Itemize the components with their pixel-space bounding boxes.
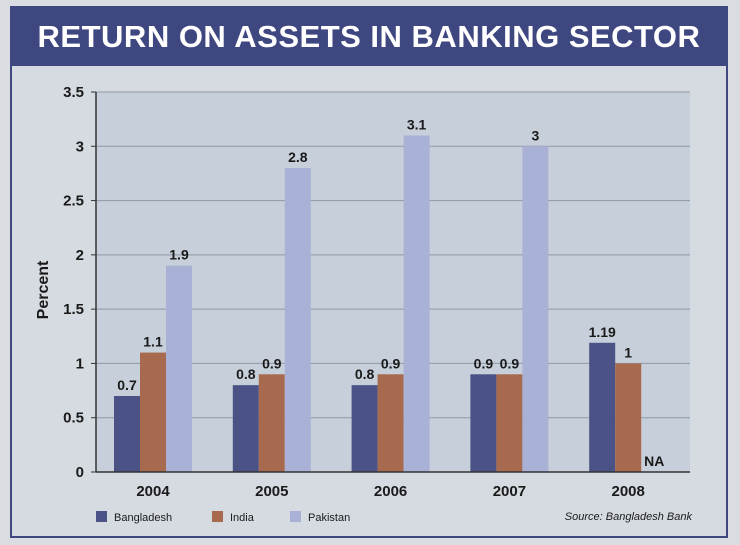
data-label: 1 <box>624 344 632 360</box>
bar-pakistan-2005 <box>284 168 311 472</box>
y-tick-label: 2 <box>76 247 84 264</box>
data-label: 0.8 <box>236 366 256 382</box>
bar-bangladesh-2008 <box>589 342 616 472</box>
data-label: 0.7 <box>117 377 137 393</box>
x-tick-label: 2004 <box>136 483 170 500</box>
data-label: 3 <box>532 127 540 143</box>
bar-bangladesh-2007 <box>470 374 497 472</box>
chart-title: RETURN ON ASSETS IN BANKING SECTOR <box>37 19 701 54</box>
bar-bangladesh-2005 <box>232 385 259 472</box>
data-label: 0.9 <box>381 355 401 371</box>
y-tick-label: 1 <box>76 355 84 372</box>
y-tick-label: 3 <box>76 138 84 155</box>
data-label: 1.19 <box>589 324 616 340</box>
y-tick-label: 3.5 <box>63 84 84 101</box>
data-label: 0.8 <box>355 366 375 382</box>
legend-swatch-pakistan <box>290 511 301 522</box>
bar-india-2006 <box>377 374 404 472</box>
legend-label-bangladesh: Bangladesh <box>114 512 172 524</box>
x-tick-label: 2005 <box>255 483 288 500</box>
bar-india-2007 <box>496 374 523 472</box>
data-label: 0.9 <box>262 355 282 371</box>
bar-bangladesh-2006 <box>351 385 378 472</box>
x-tick-label: 2007 <box>493 483 526 500</box>
y-tick-label: 0.5 <box>63 410 84 427</box>
y-tick-label: 1.5 <box>63 301 84 318</box>
legend-label-pakistan: Pakistan <box>308 512 350 524</box>
bar-pakistan-2006 <box>403 135 430 472</box>
bar-pakistan-2004 <box>166 265 192 472</box>
y-tick-label: 2.5 <box>63 193 84 210</box>
data-labels: 0.7 1.1 1.9 0.8 0.9 2.8 0.8 0.9 3.1 0.9 0.9 3 1.19 1 N… <box>117 116 664 469</box>
legend-swatch-bangladesh <box>96 511 107 522</box>
bar-india-2005 <box>258 374 285 472</box>
x-tick-labels: 2004 2005 2006 2007 2008 <box>136 483 645 500</box>
bar-india-2004 <box>140 352 166 472</box>
y-axis-label: Percent <box>35 260 52 319</box>
data-label: 1.1 <box>143 334 163 350</box>
title-band: RETURN ON ASSETS IN BANKING SECTOR <box>12 8 726 66</box>
legend-label-india: India <box>230 512 255 524</box>
data-label: 2.8 <box>288 149 308 165</box>
data-label: 0.9 <box>500 355 520 371</box>
data-label: 0.9 <box>474 355 494 371</box>
bar-bangladesh-2004 <box>114 396 140 472</box>
source-note: Source: Bangladesh Bank <box>565 511 693 523</box>
legend-swatch-india <box>212 511 223 522</box>
bars <box>114 135 642 473</box>
data-label-na: NA <box>644 453 664 469</box>
legend: Bangladesh India Pakistan <box>96 511 350 524</box>
x-tick-label: 2006 <box>374 483 407 500</box>
data-label: 1.9 <box>169 247 189 263</box>
data-label: 3.1 <box>407 116 427 132</box>
bar-pakistan-2007 <box>522 146 549 473</box>
y-tick-labels: 0 0.5 1 1.5 2 2.5 3 3.5 <box>63 84 96 481</box>
bar-india-2008 <box>615 363 642 472</box>
x-tick-label: 2008 <box>612 483 645 500</box>
y-tick-label: 0 <box>76 464 84 481</box>
